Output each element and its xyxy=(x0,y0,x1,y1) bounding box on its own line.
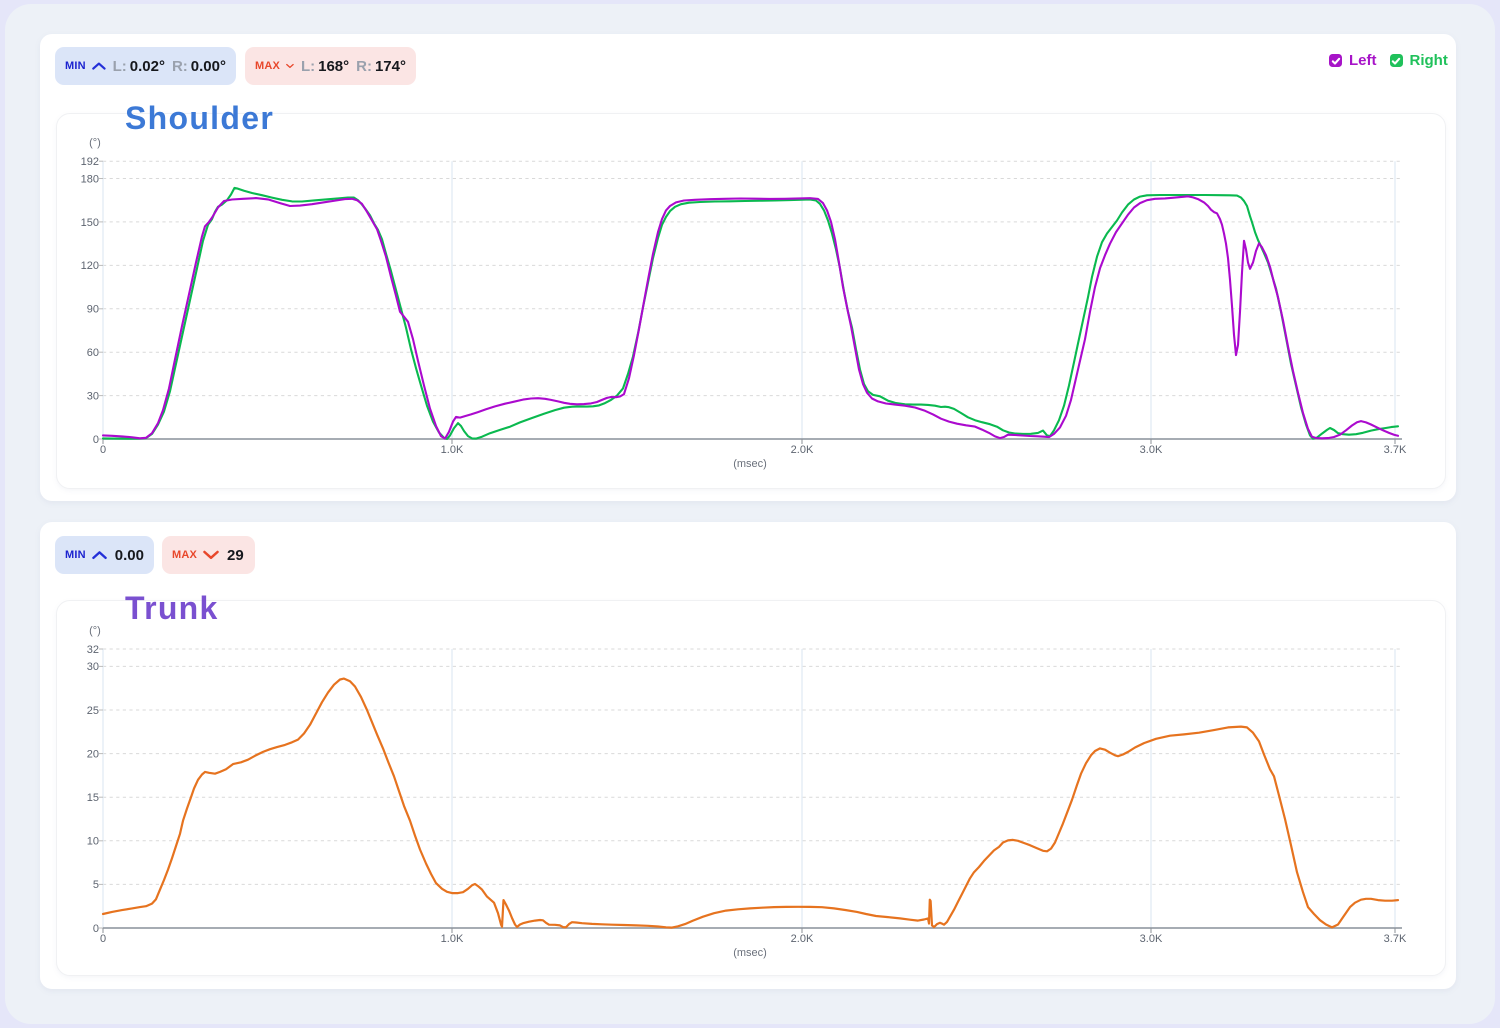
svg-text:(msec): (msec) xyxy=(733,458,767,470)
svg-text:180: 180 xyxy=(81,173,99,185)
svg-text:30: 30 xyxy=(87,661,99,673)
svg-text:1.0K: 1.0K xyxy=(441,444,464,456)
svg-text:3.0K: 3.0K xyxy=(1140,444,1163,456)
svg-text:25: 25 xyxy=(87,705,99,717)
svg-text:0: 0 xyxy=(100,444,106,456)
svg-text:0: 0 xyxy=(93,434,99,446)
svg-text:90: 90 xyxy=(87,304,99,316)
svg-text:(°): (°) xyxy=(89,625,101,637)
svg-text:3.0K: 3.0K xyxy=(1140,933,1163,945)
svg-text:0: 0 xyxy=(100,933,106,945)
svg-text:3.7K: 3.7K xyxy=(1384,933,1407,945)
svg-text:32: 32 xyxy=(87,644,99,656)
svg-text:10: 10 xyxy=(87,836,99,848)
svg-text:1.0K: 1.0K xyxy=(441,933,464,945)
svg-text:(°): (°) xyxy=(89,137,101,149)
svg-text:2.0K: 2.0K xyxy=(791,933,814,945)
svg-text:0: 0 xyxy=(93,923,99,935)
svg-text:3.7K: 3.7K xyxy=(1384,444,1407,456)
svg-text:30: 30 xyxy=(87,390,99,402)
svg-text:(msec): (msec) xyxy=(733,947,767,959)
svg-text:15: 15 xyxy=(87,792,99,804)
svg-text:150: 150 xyxy=(81,217,99,229)
svg-text:5: 5 xyxy=(93,879,99,891)
svg-text:120: 120 xyxy=(81,260,99,272)
svg-text:20: 20 xyxy=(87,748,99,760)
svg-text:60: 60 xyxy=(87,347,99,359)
svg-text:2.0K: 2.0K xyxy=(791,444,814,456)
svg-text:192: 192 xyxy=(81,156,99,168)
